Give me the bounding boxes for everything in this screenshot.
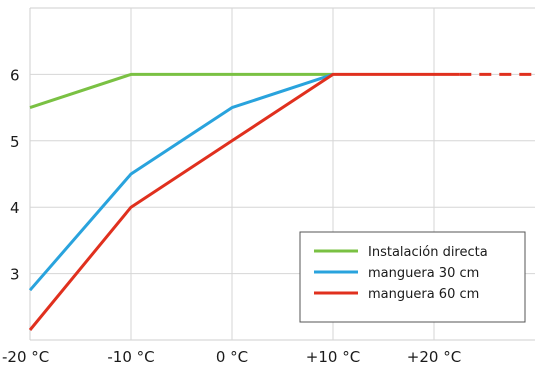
legend-label: manguera 30 cm (368, 266, 479, 281)
y-tick-label: 5 (10, 133, 20, 151)
x-tick-label: +10 °C (306, 348, 360, 366)
x-tick-label: +20 °C (407, 348, 461, 366)
x-tick-label: -10 °C (107, 348, 154, 366)
x-axis-ticks: -20 °C -10 °C 0 °C +10 °C +20 °C (2, 348, 461, 366)
y-axis-ticks: 3 4 5 6 (10, 66, 20, 283)
y-tick-label: 6 (10, 66, 20, 84)
grid (29, 7, 535, 341)
x-tick-label: 0 °C (216, 348, 248, 366)
series-line-1 (29, 72, 333, 110)
legend-label: manguera 60 cm (368, 287, 479, 302)
legend: Instalación directa manguera 30 cm manguer… (299, 231, 526, 323)
series-line-2 (28, 72, 334, 292)
series-layer (28, 72, 535, 331)
y-tick-label: 3 (10, 266, 20, 284)
y-tick-label: 4 (10, 199, 20, 217)
legend-box (299, 231, 526, 323)
x-tick-label: -20 °C (2, 348, 49, 366)
legend-label: Instalación directa (368, 245, 488, 260)
